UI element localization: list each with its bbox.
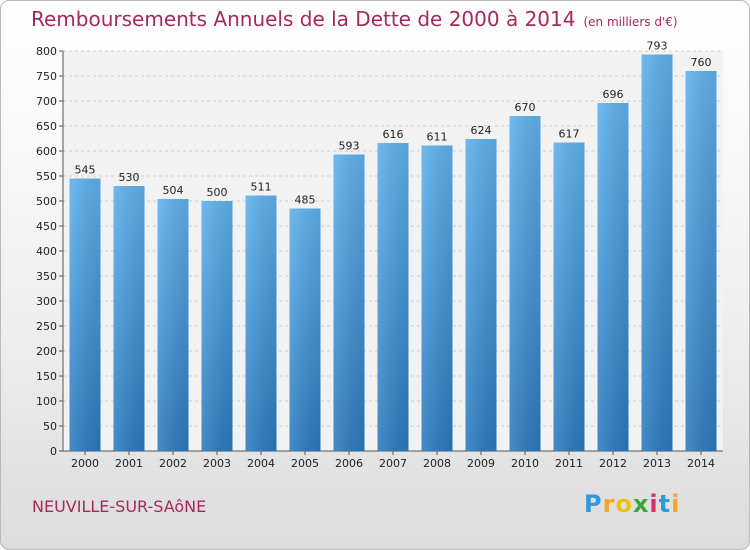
bar-value-label: 760 <box>691 56 712 69</box>
x-tick-label: 2003 <box>203 457 231 470</box>
x-tick-label: 2013 <box>643 457 671 470</box>
bar-shade <box>333 154 365 451</box>
bar-shade <box>553 142 585 451</box>
x-tick-label: 2014 <box>687 457 715 470</box>
logo-letter: t <box>658 490 672 518</box>
y-tick-label: 350 <box>36 270 57 283</box>
x-tick-label: 2000 <box>71 457 99 470</box>
bar-shade <box>157 199 189 451</box>
logo-letter: r <box>602 490 616 518</box>
bar-value-label: 500 <box>207 186 228 199</box>
bar-value-label: 624 <box>471 124 492 137</box>
x-tick-label: 2007 <box>379 457 407 470</box>
y-tick-label: 600 <box>36 145 57 158</box>
x-tick-label: 2002 <box>159 457 187 470</box>
bar-shade <box>289 208 321 451</box>
bar-value-label: 616 <box>383 128 404 141</box>
bar-shade <box>685 71 717 451</box>
y-tick-label: 550 <box>36 170 57 183</box>
chart-title: Remboursements Annuels de la Dette de 20… <box>31 7 678 31</box>
y-tick-label: 450 <box>36 220 57 233</box>
y-tick-label: 100 <box>36 395 57 408</box>
y-tick-label: 650 <box>36 120 57 133</box>
bar-value-label: 670 <box>515 101 536 114</box>
x-tick-label: 2010 <box>511 457 539 470</box>
bar-shade <box>245 195 277 451</box>
y-tick-label: 400 <box>36 245 57 258</box>
y-tick-label: 250 <box>36 320 57 333</box>
commune-name: NEUVILLE-SUR-SAôNE <box>32 497 207 516</box>
y-tick-label: 200 <box>36 345 57 358</box>
y-tick-label: 700 <box>36 95 57 108</box>
proxiti-logo: Proxiti <box>584 490 680 518</box>
x-tick-label: 2004 <box>247 457 275 470</box>
x-tick-label: 2005 <box>291 457 319 470</box>
y-tick-label: 50 <box>43 420 57 433</box>
x-tick-label: 2001 <box>115 457 143 470</box>
y-tick-label: 150 <box>36 370 57 383</box>
bar-shade <box>421 145 453 451</box>
bar-shade <box>113 186 145 451</box>
bar-shade <box>509 116 541 451</box>
y-tick-label: 800 <box>36 45 57 58</box>
x-tick-label: 2011 <box>555 457 583 470</box>
bar-value-label: 617 <box>559 128 580 141</box>
bar-value-label: 593 <box>339 140 360 153</box>
y-tick-label: 750 <box>36 70 57 83</box>
bar-shade <box>69 178 101 451</box>
y-tick-label: 0 <box>50 445 57 458</box>
y-tick-label: 300 <box>36 295 57 308</box>
bar-value-label: 511 <box>251 181 272 194</box>
x-tick-label: 2009 <box>467 457 495 470</box>
bar-shade <box>377 143 409 451</box>
bar-shade <box>465 139 497 451</box>
logo-letter: o <box>615 490 633 518</box>
bar-value-label: 696 <box>603 88 624 101</box>
x-tick-label: 2006 <box>335 457 363 470</box>
bar-shade <box>641 54 673 451</box>
bar-value-label: 793 <box>647 40 668 53</box>
bar-value-label: 611 <box>427 131 448 144</box>
bar-value-label: 545 <box>75 164 96 177</box>
logo-letter: i <box>649 490 659 518</box>
bar-shade <box>201 201 233 451</box>
x-tick-label: 2008 <box>423 457 451 470</box>
logo-letter: i <box>671 490 681 518</box>
x-tick-label: 2012 <box>599 457 627 470</box>
logo-letter: x <box>632 490 650 518</box>
bar-value-label: 530 <box>119 171 140 184</box>
bar-value-label: 485 <box>295 194 316 207</box>
bar-shade <box>597 103 629 451</box>
y-tick-label: 500 <box>36 195 57 208</box>
chart-title-text: Remboursements Annuels de la Dette de 20… <box>31 7 576 31</box>
logo-letter: P <box>584 490 603 518</box>
bar-value-label: 504 <box>163 184 184 197</box>
chart-unit: (en milliers d'€) <box>583 15 678 29</box>
